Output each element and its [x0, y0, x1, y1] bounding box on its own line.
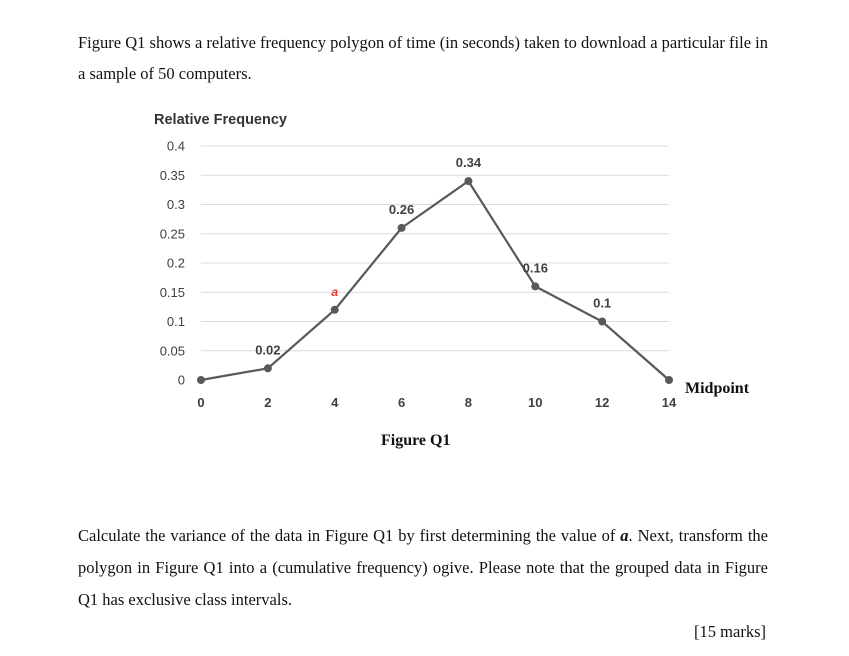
y-tick-label: 0	[178, 373, 185, 388]
relative-frequency-polygon-chart: 0 0.05 0.1 0.15 0.2 0.25 0.3 0.35 0.4 0 2 4 6 8 10 12 1…	[160, 139, 677, 411]
x-tick-label: 12	[595, 395, 609, 410]
x-tick-labels: 0 2 4 6 8 10 12 14	[197, 395, 677, 410]
y-tick-label: 0.25	[160, 226, 185, 241]
data-point	[397, 223, 406, 232]
chart-series-line	[200, 179, 670, 382]
data-point	[665, 376, 673, 384]
x-tick-label: 8	[465, 395, 472, 410]
figure-caption: Figure Q1	[381, 432, 451, 449]
y-axis-title: Relative Frequency	[154, 112, 287, 128]
y-tick-label: 0.4	[167, 139, 185, 154]
intro-paragraph: Figure Q1 shows a relative frequency pol…	[78, 33, 768, 83]
point-label: 0.02	[255, 342, 280, 357]
point-label: 0.1	[593, 296, 611, 311]
point-label: 0.34	[456, 155, 482, 170]
y-tick-label: 0.3	[167, 197, 185, 212]
y-tick-labels: 0 0.05 0.1 0.15 0.2 0.25 0.3 0.35 0.4	[160, 139, 185, 388]
y-tick-label: 0.05	[160, 343, 185, 358]
x-axis-title: Midpoint	[685, 380, 750, 397]
question-text-part2: . Next, transform the polygon in Figure …	[78, 526, 768, 609]
y-tick-label: 0.15	[160, 285, 185, 300]
data-point	[598, 317, 607, 326]
chart-point-labels: 0.02 a 0.26 0.34 0.16 0.1	[255, 155, 611, 357]
x-tick-label: 6	[398, 395, 405, 410]
series-line	[200, 179, 670, 382]
question-text-part1: Calculate the variance of the data in Fi…	[78, 526, 621, 545]
chart-points	[197, 177, 673, 384]
point-label-a: a	[331, 285, 338, 299]
x-tick-label: 2	[264, 395, 271, 410]
chart-gridlines	[201, 145, 669, 352]
point-label: 0.16	[523, 260, 548, 275]
point-label: 0.26	[389, 202, 414, 217]
x-tick-label: 4	[331, 395, 339, 410]
marks-label: [15 marks]	[694, 622, 766, 641]
y-tick-label: 0.2	[167, 256, 185, 271]
x-tick-label: 14	[662, 395, 677, 410]
x-tick-label: 10	[528, 395, 542, 410]
data-point	[531, 282, 540, 291]
variable-a: a	[620, 526, 629, 545]
data-point	[464, 177, 473, 186]
x-tick-label: 0	[197, 395, 204, 410]
y-tick-label: 0.1	[167, 314, 185, 329]
data-point	[197, 376, 205, 384]
question-paragraph: Calculate the variance of the data in Fi…	[78, 520, 768, 616]
data-point	[330, 305, 339, 314]
data-point	[263, 364, 272, 373]
y-tick-label: 0.35	[160, 168, 185, 183]
